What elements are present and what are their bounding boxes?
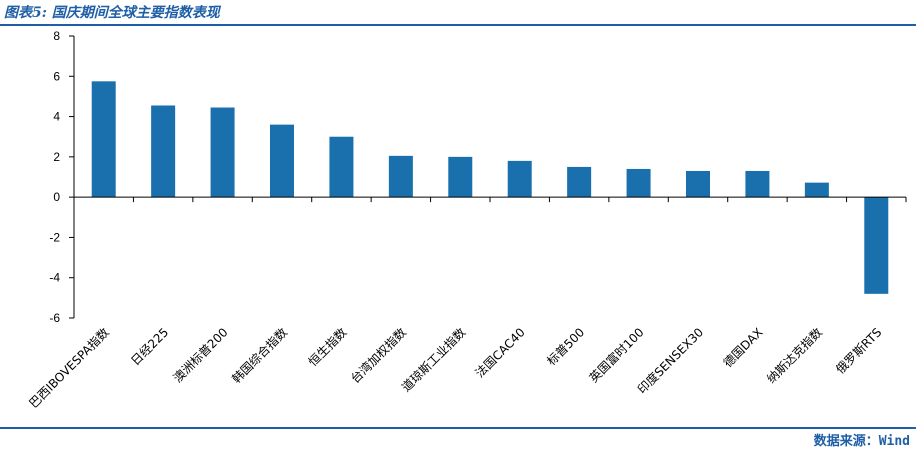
bar — [151, 105, 176, 198]
y-tick-label: 4 — [53, 110, 60, 124]
bar — [864, 197, 889, 294]
bar — [804, 182, 829, 198]
source-note: 数据来源：Wind — [813, 434, 910, 449]
bars — [91, 81, 889, 294]
bar — [388, 155, 413, 198]
y-tick-label: -6 — [49, 311, 60, 325]
y-tick-label: -4 — [49, 271, 60, 285]
bar — [270, 124, 294, 198]
title-divider — [0, 24, 916, 26]
bar — [448, 156, 473, 198]
x-tick-label: 德国DAX — [720, 325, 766, 371]
bar — [745, 170, 770, 198]
bar — [210, 107, 235, 198]
x-tick-label: 俄罗斯RTS — [833, 325, 884, 376]
y-tick-label: 2 — [53, 150, 60, 164]
x-tick-label: 澳洲标普200 — [171, 325, 231, 385]
y-axis: 8 6 4 2 0 -2 -4 -6 — [49, 29, 75, 325]
x-tick-label: 法国CAC40 — [473, 325, 528, 380]
bar — [626, 168, 651, 198]
x-tick-label: 标普500 — [544, 325, 587, 368]
y-tick-label: 0 — [53, 190, 60, 204]
x-tick-label: 英国富时100 — [586, 325, 647, 386]
bar — [91, 81, 116, 198]
y-tick-label: 6 — [53, 69, 60, 83]
y-tick-label: 8 — [53, 29, 60, 43]
y-tick-label: -2 — [49, 230, 60, 244]
x-tick-label: 台湾加权指数 — [347, 325, 409, 387]
x-tick-label: 日经225 — [128, 325, 171, 368]
x-tick-label: 巴西IBOVESPA指数 — [26, 325, 112, 411]
x-tick-label: 恒生指数 — [305, 325, 350, 370]
x-tick-label: 韩国综合指数 — [229, 325, 291, 387]
bar — [329, 136, 354, 198]
figure-title: 图表5: 国庆期间全球主要指数表现 — [4, 5, 220, 21]
bar — [507, 160, 532, 198]
x-tick-label: 纳斯达克指数 — [763, 325, 825, 387]
x-tick-label: 道琼斯工业指数 — [398, 325, 468, 395]
bar — [686, 170, 710, 198]
bar — [567, 166, 592, 198]
footer-divider — [0, 427, 916, 429]
